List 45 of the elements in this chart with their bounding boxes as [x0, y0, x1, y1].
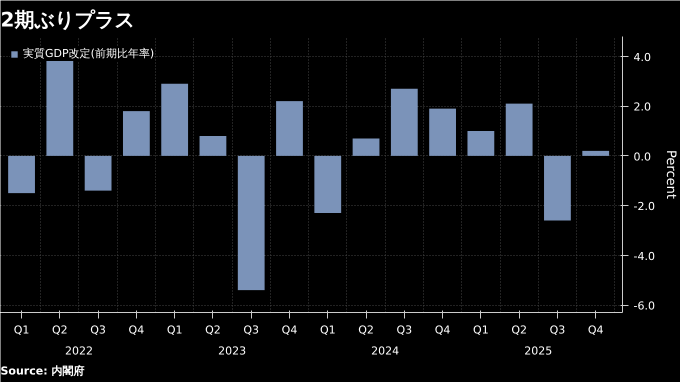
x-tick-label: Q1	[320, 324, 336, 336]
y-tick-label: -4.0	[634, 250, 655, 263]
x-tick-label: Q3	[550, 324, 566, 336]
chart-title: 2期ぶりプラス	[0, 8, 134, 32]
bar	[429, 108, 456, 156]
text: 2022	[64, 344, 93, 358]
bar	[238, 156, 265, 290]
x-tick-label: Q4	[434, 324, 450, 336]
x-tick-label: Q4	[282, 324, 298, 336]
x-tick-label: Q2	[52, 324, 68, 336]
text: 2023	[218, 344, 246, 358]
bar	[582, 150, 610, 156]
bar	[506, 104, 533, 156]
bar	[161, 84, 188, 156]
x-tick-label: Q1	[166, 324, 183, 336]
bar	[84, 156, 112, 191]
y-tick-label: -6.0	[634, 300, 655, 313]
bar	[352, 138, 380, 156]
y-tick-label: -2.0	[634, 200, 655, 214]
x-tick-label: Q2	[511, 324, 527, 336]
x-tick-label: Q1	[14, 324, 30, 336]
legend-label: 実質GDP改定(前期比年率)	[23, 46, 154, 61]
x-tick-label: Q3	[396, 324, 412, 336]
bar	[276, 101, 303, 156]
y-tick-label: 4.0	[634, 50, 651, 64]
text: 2024	[371, 344, 400, 358]
bar	[544, 156, 571, 220]
bar	[200, 136, 226, 156]
y-tick-label: 2.0	[634, 100, 651, 114]
x-tick-label: Q4	[128, 324, 144, 336]
x-tick-label: Q1	[473, 324, 489, 336]
bar	[390, 88, 418, 156]
bar	[314, 156, 342, 214]
text: 2025	[524, 344, 552, 358]
bar	[122, 111, 150, 156]
x-tick-label: Q2	[205, 324, 221, 336]
x-tick-label: Q3	[90, 324, 106, 336]
source-note: Source: 内閣府	[0, 364, 84, 378]
bar	[8, 156, 35, 194]
x-tick-label: Q2	[358, 324, 374, 336]
x-tick-label: Q3	[243, 324, 260, 336]
x-tick-label: Q4	[588, 324, 604, 336]
y-axis-title: Percent	[662, 150, 678, 199]
y-tick-label: 0.0	[634, 150, 651, 164]
bar	[467, 130, 494, 156]
